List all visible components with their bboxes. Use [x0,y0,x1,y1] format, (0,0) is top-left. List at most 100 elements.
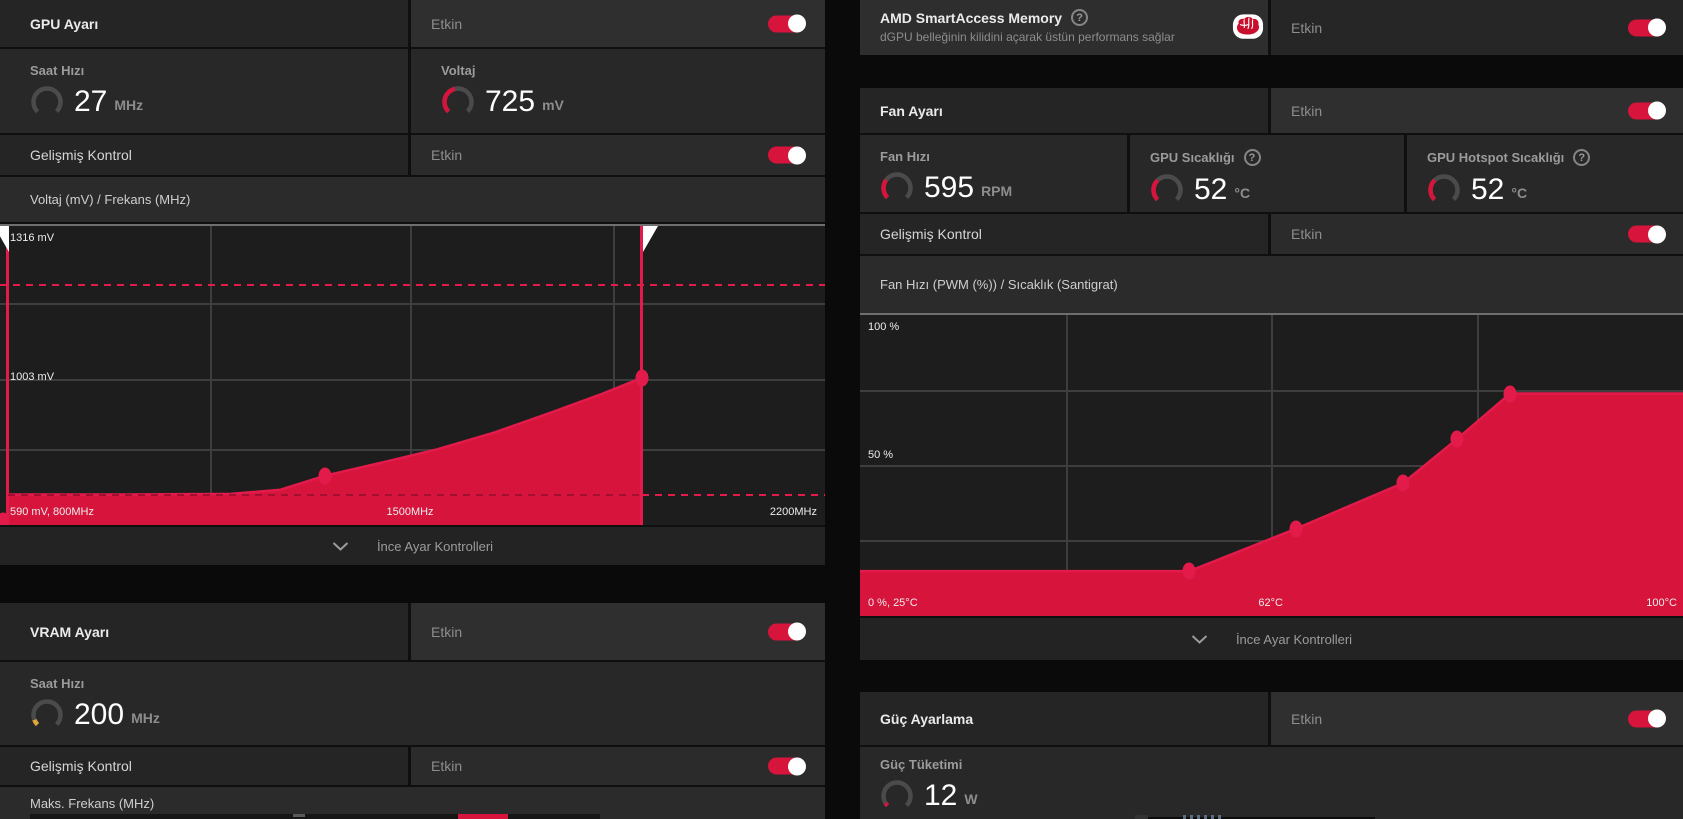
fan-speed-cell: Fan Hızı 595 RPM [860,135,1127,212]
gpu-temp-metric: GPU Sıcaklığı ? 52 °C [1130,135,1404,212]
vram-tuning-card: VRAM Ayarı Etkin Saat Hızı 200 MHz Geliş… [0,603,825,819]
curve-point[interactable] [1182,562,1196,580]
fan-advanced-toggle[interactable] [1628,225,1666,243]
power-tuning-toggle[interactable] [1628,709,1666,728]
slider-tick [293,814,305,817]
enabled-label: Etkin [1291,710,1323,727]
fan-tuning-toggle[interactable] [1628,101,1666,120]
metric-unit: MHz [114,96,144,113]
origin-label: 0 %, 25°C [868,597,918,609]
gpu-tuning-toggle[interactable] [768,14,806,33]
toggle-knob [788,146,806,164]
advanced-control-label: Gelişmiş Kontrol [880,226,982,242]
gpu-enabled-cell: Etkin [411,0,825,47]
vram-advanced-enabled-cell: Etkin [411,747,825,785]
gpu-voltage-cell: Voltaj 725 mV [411,49,825,133]
gpu-clock-metric: Saat Hızı 27 MHz [0,49,408,133]
max-frequency-header: Maks. Frekans (MHz) [0,787,825,819]
curve-point[interactable] [635,369,649,387]
slider-fill [458,814,508,819]
max-frequency-handle[interactable] [643,226,659,252]
right-column: AMD SmartAccess Memory ? dGPU belleğinin… [860,0,1683,819]
vram-section-header: VRAM Ayarı [0,603,408,660]
toggle-knob [788,622,806,641]
gauge-icon [1151,174,1183,206]
chart-header-label: Fan Hızı (PWM (%)) / Sıcaklık (Santigrat… [880,277,1118,292]
fan-curve-chart[interactable]: 100 % 50 % 0 %, 25°C 62°C 100°C [860,313,1683,616]
voltage-frequency-chart[interactable]: 1316 mV 1003 mV 590 mV, 800MHz 1500MHz 2… [0,224,825,525]
metric-value: 52 [1194,173,1228,206]
gpu-section-header: GPU Ayarı [0,0,408,47]
enabled-label: Etkin [431,623,463,640]
curve-point[interactable] [0,512,10,525]
help-icon[interactable]: ? [1243,149,1261,166]
x-axis-mid-label: 1500MHz [386,506,434,518]
toggle-knob [788,14,806,33]
voltage-floor-dashed-line [8,493,642,496]
toggle-knob [1648,101,1666,120]
gauge-icon [31,699,63,731]
x-axis-max-label: 100°C [1646,597,1677,609]
x-axis-max-label: 2200MHz [769,506,817,518]
section-title: Fan Ayarı [880,102,943,119]
power-limit-slider-partial[interactable] [1135,815,1375,819]
brain-icon [1232,14,1264,39]
fan-advanced-control-cell: Gelişmiş Kontrol [860,214,1268,254]
gpu-advanced-enabled-cell: Etkin [411,135,825,175]
y-axis-mid-label: 1003 mV [10,371,55,384]
enabled-label: Etkin [1291,19,1323,36]
curve-point[interactable] [1396,474,1410,492]
metric-unit: MHz [131,709,160,726]
gpu-temp-cell: GPU Sıcaklığı ? 52 °C [1130,135,1404,212]
metric-label: Voltaj [441,63,476,78]
section-title: Güç Ayarlama [880,710,974,727]
chevron-down-icon [1191,634,1208,644]
metric-label: Fan Hızı [880,149,930,164]
metric-label: Saat Hızı [30,676,85,691]
sam-toggle[interactable] [1628,18,1666,37]
metric-value: 725 [485,85,536,118]
metric-unit: mV [542,96,564,113]
fan-fine-tuning-row[interactable]: İnce Ayar Kontrolleri [860,618,1683,660]
gauge-icon [881,172,913,204]
gpu-advanced-toggle[interactable] [768,146,806,164]
curve-point[interactable] [1289,520,1303,538]
fan-advanced-enabled-cell: Etkin [1271,214,1683,254]
gauge-icon [881,780,913,812]
vram-tuning-toggle[interactable] [768,622,806,641]
min-frequency-line[interactable] [6,226,9,525]
power-enabled-cell: Etkin [1271,692,1683,745]
section-title: VRAM Ayarı [30,623,110,640]
curve-point[interactable] [1503,385,1517,403]
power-tuning-card: Güç Ayarlama Etkin Güç Tüketimi 12 W [860,692,1683,819]
voltage-frequency-header: Voltaj (mV) / Frekans (MHz) [0,177,825,222]
voltage-limit-dashed-line [0,284,825,287]
gauge-icon [31,86,63,118]
hotspot-temp-metric: GPU Hotspot Sıcaklığı ? 52 °C [1407,135,1683,212]
origin-label: 590 mV, 800MHz [10,506,94,518]
enabled-label: Etkin [1291,102,1323,119]
gpu-fine-tuning-row[interactable]: İnce Ayar Kontrolleri [0,527,825,565]
slider-track [1135,817,1375,819]
help-icon[interactable]: ? [1071,9,1089,26]
max-frequency-slider-partial[interactable] [30,814,600,819]
gpu-advanced-control-cell: Gelişmiş Kontrol [0,135,408,175]
curve-point[interactable] [318,467,332,485]
vram-clock-cell: Saat Hızı 200 MHz [0,662,825,745]
gauge-icon [1428,174,1460,206]
min-frequency-handle[interactable] [0,226,9,252]
vram-advanced-toggle[interactable] [768,757,806,775]
advanced-control-label: Gelişmiş Kontrol [30,147,132,163]
fan-speed-metric: Fan Hızı 595 RPM [860,135,1127,212]
vram-advanced-control-cell: Gelişmiş Kontrol [0,747,408,785]
metric-value: 595 [924,171,975,204]
metric-label: Güç Tüketimi [880,757,963,772]
fan-tuning-card: Fan Ayarı Etkin Fan Hızı 595 RPM [860,88,1683,660]
toggle-knob [1648,709,1666,728]
metric-unit: °C [1234,184,1251,201]
help-icon[interactable]: ? [1573,149,1591,166]
left-column: GPU Ayarı Etkin Saat Hızı 27 MHz [0,0,825,819]
y-axis-max-label: 1316 mV [10,232,55,244]
curve-point[interactable] [1450,430,1464,448]
chart-header-label: Voltaj (mV) / Frekans (MHz) [30,192,191,207]
